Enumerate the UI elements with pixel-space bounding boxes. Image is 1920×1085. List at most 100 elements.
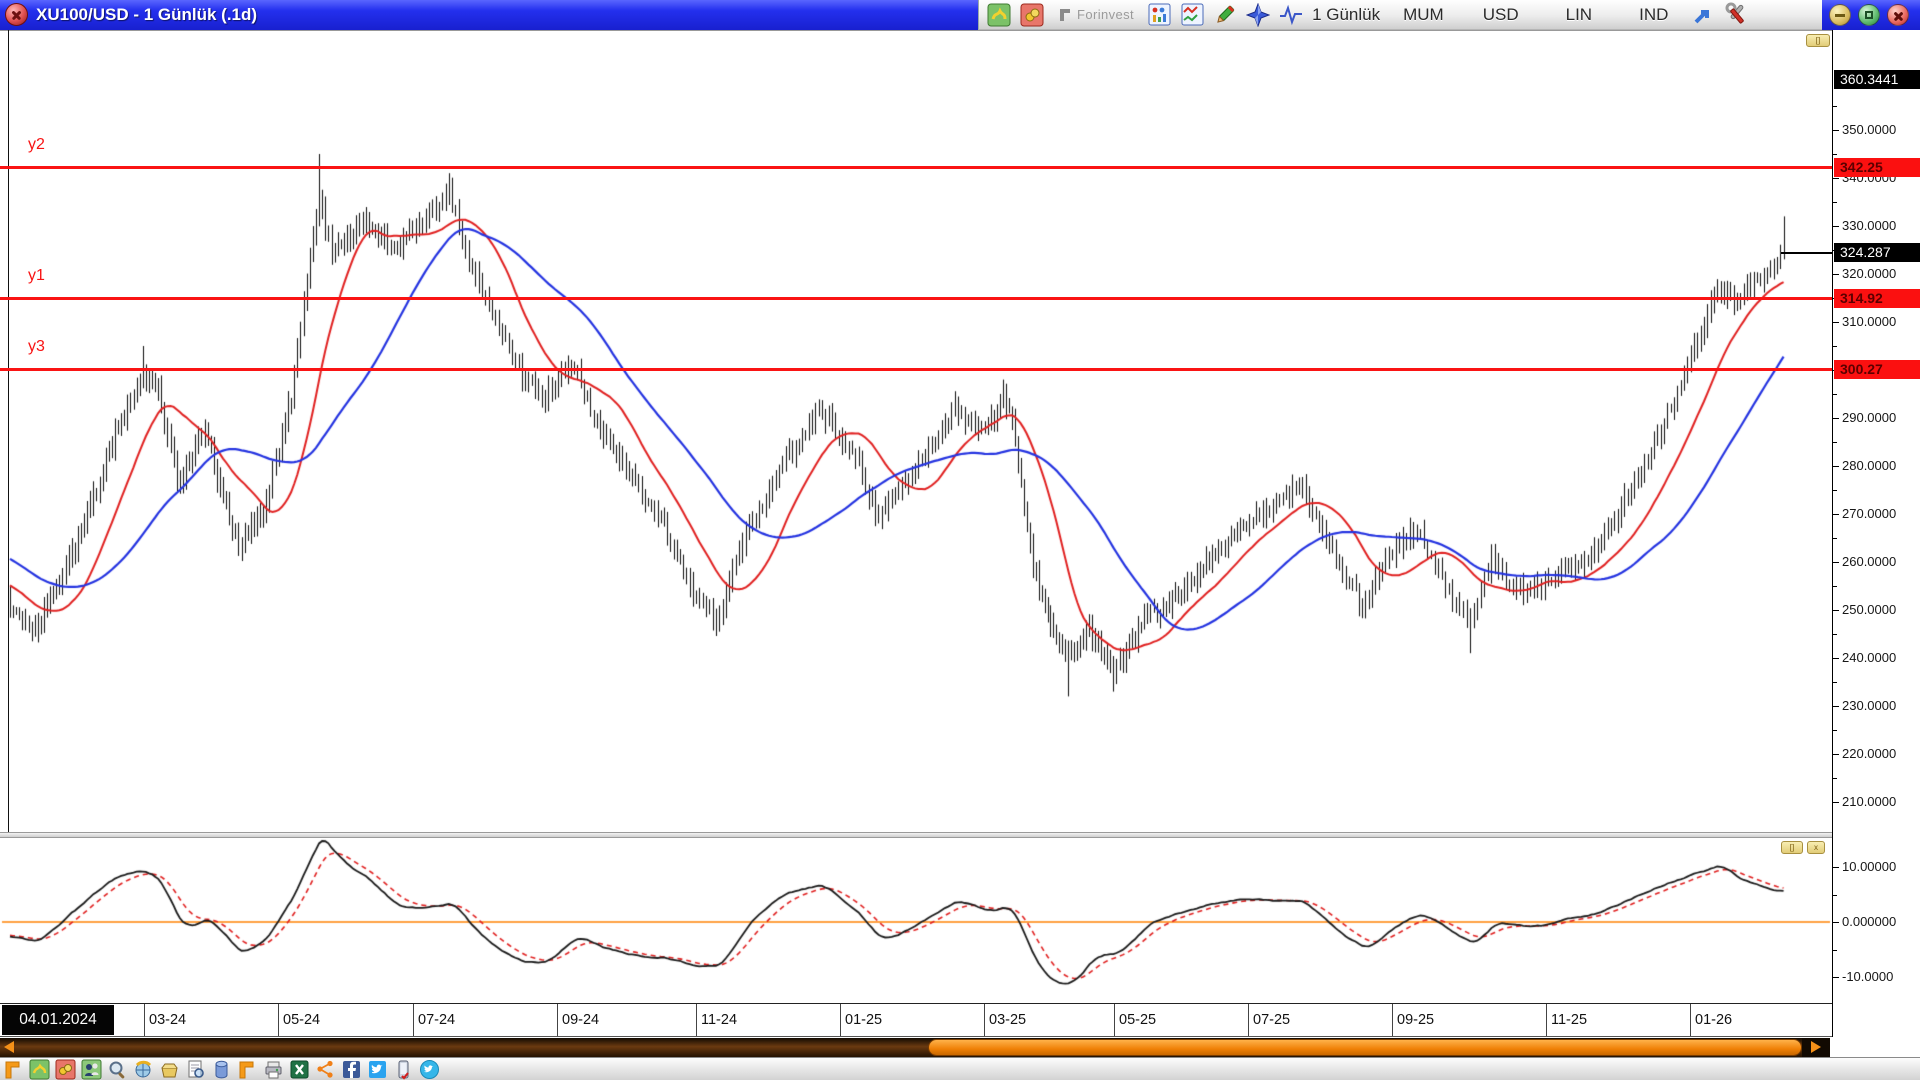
date-axis-label: 01-26	[1695, 1012, 1733, 1028]
chart-type-button[interactable]: MUM	[1403, 4, 1444, 24]
axis-minor-tick	[1833, 682, 1837, 683]
indicator-axis-tick	[1833, 977, 1839, 978]
bull-market-icon[interactable]	[987, 3, 1011, 27]
axis-major-tick	[1833, 754, 1839, 755]
forinvest-logo-icon[interactable]	[3, 1059, 24, 1080]
facebook-icon[interactable]	[341, 1059, 362, 1080]
axis-price-label: 310.0000	[1842, 314, 1897, 329]
share-icon[interactable]	[315, 1059, 336, 1080]
indicator-axis-tick	[1833, 922, 1839, 923]
axis-minor-tick	[1833, 538, 1837, 539]
mobile-approve-icon[interactable]	[393, 1059, 414, 1080]
indicator-window-icon[interactable]	[1180, 3, 1204, 27]
restore-button[interactable]	[1858, 4, 1880, 26]
date-axis-label: 09-24	[562, 1012, 600, 1028]
period-button[interactable]: 1 Günlük	[1312, 4, 1381, 24]
date-axis-separator	[1392, 1004, 1393, 1036]
axis-major-tick	[1833, 274, 1839, 275]
excel-export-icon[interactable]	[289, 1059, 310, 1080]
date-axis-label: 09-25	[1397, 1012, 1435, 1028]
level-price-box: 314.92	[1834, 289, 1920, 309]
bull-market-icon[interactable]	[29, 1059, 50, 1080]
level-line-label: y3	[28, 337, 45, 355]
bear-market-icon[interactable]	[55, 1059, 76, 1080]
date-axis-label: 11-25	[1551, 1012, 1588, 1028]
date-axis-label: 07-25	[1253, 1012, 1291, 1028]
axis-major-tick	[1833, 610, 1839, 611]
inbox-icon[interactable]	[159, 1059, 180, 1080]
currency-button[interactable]: USD	[1482, 4, 1519, 24]
horizontal-level-line[interactable]	[0, 166, 1832, 170]
price-axis[interactable]: 350.0000 340.0000 330.0000 320.0000 310.0000…	[1832, 30, 1920, 1037]
date-axis-label: 11-24	[701, 1012, 738, 1028]
horizontal-level-line[interactable]	[0, 297, 1832, 301]
indicator-close-button[interactable]: x	[1807, 841, 1825, 854]
users-icon[interactable]	[81, 1059, 102, 1080]
axis-price-label: 290.0000	[1842, 410, 1897, 425]
indicator-axis-label: -10.0000	[1842, 969, 1894, 984]
close-window-button[interactable]	[1887, 4, 1909, 26]
scroll-right-icon[interactable]	[1802, 1038, 1830, 1057]
level-price-box: 300.27	[1834, 359, 1920, 379]
axis-major-tick	[1833, 226, 1839, 227]
document-search-icon[interactable]	[185, 1059, 206, 1080]
level-line-label: y1	[28, 267, 45, 285]
date-axis-separator	[1114, 1004, 1115, 1036]
date-axis-label: 07-24	[418, 1012, 456, 1028]
twitter-bird-icon[interactable]	[419, 1059, 440, 1080]
axis-major-tick	[1833, 562, 1839, 563]
axis-minor-tick	[1833, 778, 1837, 779]
date-axis-separator	[696, 1004, 697, 1036]
axis-minor-tick	[1833, 634, 1837, 635]
date-axis-separator	[557, 1004, 558, 1036]
axis-minor-tick	[1833, 106, 1837, 107]
pencil-draw-icon[interactable]	[1213, 3, 1237, 27]
indicator-axis-tick	[1833, 867, 1839, 868]
brand-logo: Forinvest	[1057, 7, 1134, 23]
indicator-axis-minor-tick	[1833, 949, 1837, 951]
close-icon[interactable]	[5, 3, 28, 26]
indicator-collapse-button[interactable]: []	[1781, 841, 1803, 854]
scrollbar-thumb[interactable]	[928, 1039, 1802, 1056]
main-panel-tag-button[interactable]: []	[1806, 34, 1830, 47]
compass-icon[interactable]	[1246, 2, 1271, 27]
axis-price-label: 210.0000	[1842, 794, 1897, 809]
axis-price-label: 270.0000	[1842, 506, 1897, 521]
search-icon[interactable]	[107, 1059, 128, 1080]
axis-minor-tick	[1833, 490, 1837, 491]
axis-major-tick	[1833, 658, 1839, 659]
axis-minor-tick	[1833, 730, 1837, 731]
scroll-left-icon[interactable]	[4, 1041, 14, 1053]
indicator-canvas[interactable]	[0, 838, 1832, 1003]
bottom-taskbar	[0, 1057, 1920, 1080]
indicators-button[interactable]: IND	[1639, 4, 1669, 24]
panel-divider[interactable]	[0, 832, 1832, 838]
price-chart-canvas[interactable]	[0, 30, 1832, 832]
date-axis-separator	[144, 1004, 145, 1036]
arrow-link-icon[interactable]	[1691, 3, 1715, 27]
bear-market-icon[interactable]	[1020, 3, 1044, 27]
printer-icon[interactable]	[263, 1059, 284, 1080]
chart-settings-icon[interactable]	[1147, 3, 1171, 27]
date-axis-separator	[1546, 1004, 1547, 1036]
indicator-axis-label: 0.000000	[1842, 914, 1897, 929]
database-icon[interactable]	[211, 1059, 232, 1080]
forinvest-window-icon[interactable]	[237, 1059, 258, 1080]
axis-major-tick	[1833, 178, 1839, 179]
tools-icon[interactable]	[1724, 2, 1748, 27]
axis-major-tick	[1833, 466, 1839, 467]
date-axis[interactable]: 04.01.2024 03-24 05-24 07-24 09-24 11-24 01-2…	[0, 1003, 1832, 1037]
axis-price-label: 250.0000	[1842, 602, 1897, 617]
date-axis-separator	[1690, 1004, 1691, 1036]
pulse-icon[interactable]	[1279, 3, 1303, 27]
line-mode-button[interactable]: LIN	[1565, 4, 1593, 24]
globe-sync-icon[interactable]	[133, 1059, 154, 1080]
forinvest-mark-icon	[1060, 8, 1070, 21]
axis-minor-tick	[1833, 442, 1837, 443]
twitter-icon[interactable]	[367, 1059, 388, 1080]
chart-left-border	[8, 30, 9, 1037]
horizontal-level-line[interactable]	[0, 367, 1832, 371]
minimize-button[interactable]	[1829, 4, 1851, 26]
range-high-box: 360.3441	[1834, 70, 1920, 90]
chart-scrollbar[interactable]	[0, 1038, 1830, 1057]
